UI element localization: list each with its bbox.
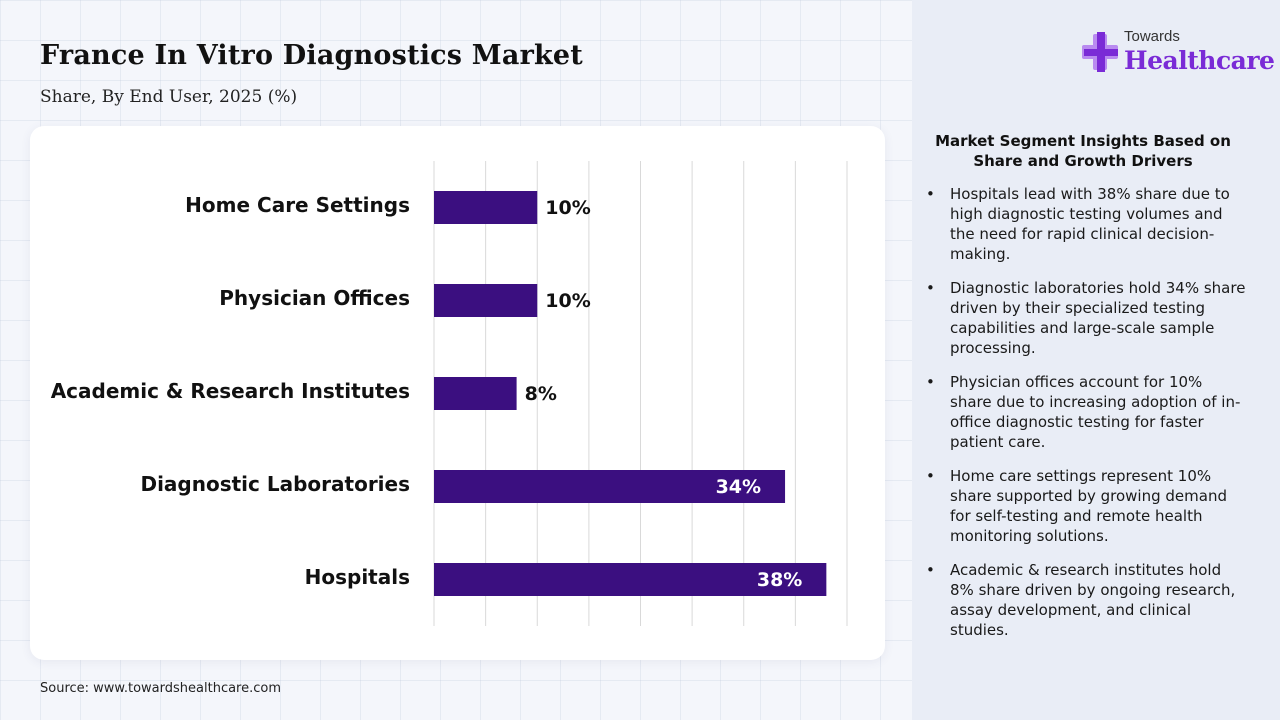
insights-title: Market Segment Insights Based on Share a… — [935, 132, 1231, 170]
category-label: Academic & Research Institutes — [51, 379, 410, 403]
bullet-icon: • — [926, 373, 935, 391]
logo-text-top: Towards — [1124, 28, 1180, 45]
data-label: 10% — [545, 197, 590, 219]
source-note: Source: www.towardshealthcare.com — [40, 681, 282, 696]
chart-card: Home Care Settings 10% Physician Offices 10… — [30, 126, 885, 660]
insight-text: Physician offices account for 10% share … — [950, 373, 1241, 451]
medical-cross-icon — [1082, 32, 1118, 72]
insight-text: Home care settings represent 10% share s… — [950, 467, 1227, 545]
data-label: 34% — [716, 476, 761, 498]
page-subtitle: Share, By End User, 2025 (%) — [40, 87, 298, 107]
category-label: Hospitals — [305, 565, 410, 589]
bar — [434, 377, 517, 410]
insight-text: Diagnostic laboratories hold 34% share d… — [950, 279, 1246, 357]
bar — [434, 191, 538, 224]
insight-item: • Physician offices account for 10% share… — [926, 372, 1246, 452]
bullet-icon: • — [926, 185, 935, 203]
bullet-icon: • — [926, 561, 935, 579]
page-title: France In Vitro Diagnostics Market — [40, 40, 583, 71]
bar — [434, 284, 538, 317]
insight-item: • Home care settings represent 10% share … — [926, 466, 1246, 546]
insights-panel — [912, 0, 1280, 720]
bar-chart: Home Care Settings 10% Physician Offices 10… — [51, 161, 848, 626]
insight-text: Academic & research institutes hold 8% s… — [950, 561, 1236, 639]
category-label: Diagnostic Laboratories — [140, 472, 410, 496]
category-label: Home Care Settings — [185, 193, 410, 217]
brand-logo: Towards Healthcare — [1080, 28, 1275, 78]
data-label: 38% — [757, 569, 802, 591]
data-label: 8% — [525, 383, 557, 405]
insights-list: • Hospitals lead with 38% share due to hi… — [926, 184, 1246, 654]
bar — [434, 470, 786, 503]
logo-text-main: Healthcare — [1124, 46, 1275, 75]
insight-item: • Diagnostic laboratories hold 34% share … — [926, 278, 1246, 358]
bar — [434, 563, 827, 596]
insight-item: • Academic & research institutes hold 8% … — [926, 560, 1246, 640]
insight-item: • Hospitals lead with 38% share due to hi… — [926, 184, 1246, 264]
category-label: Physician Offices — [219, 286, 410, 310]
insight-text: Hospitals lead with 38% share due to hig… — [950, 185, 1230, 263]
data-label: 10% — [545, 290, 590, 312]
bullet-icon: • — [926, 467, 935, 485]
bullet-icon: • — [926, 279, 935, 297]
